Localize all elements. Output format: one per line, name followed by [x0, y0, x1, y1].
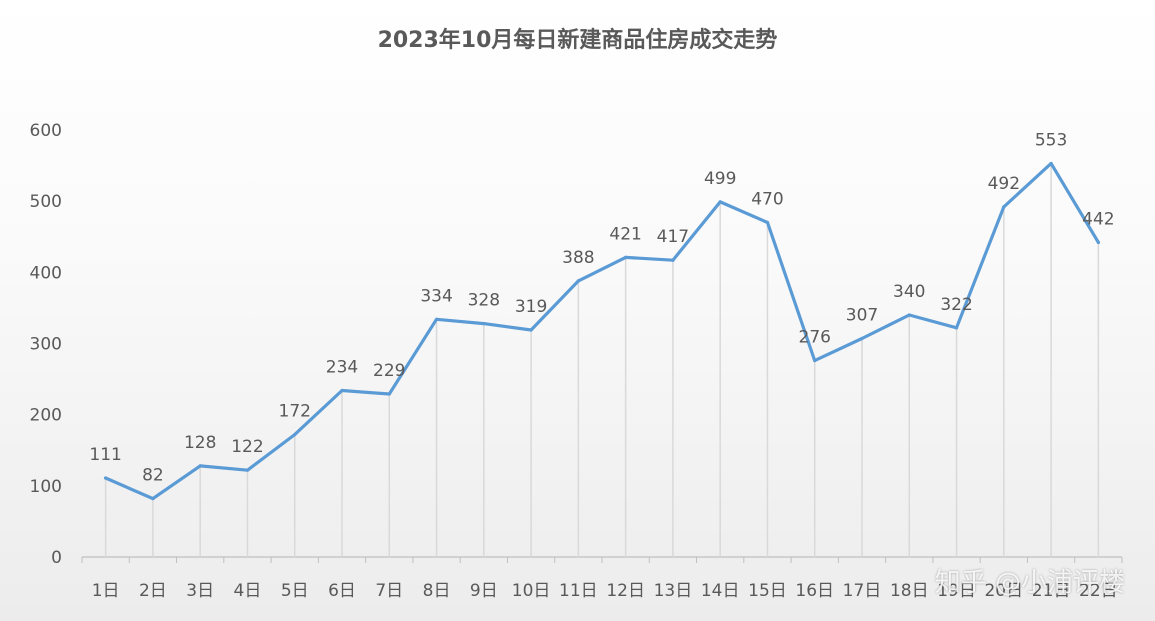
y-tick-label: 0: [51, 548, 62, 568]
series-line: [103, 161, 1101, 501]
data-point: [434, 317, 439, 321]
x-tick-label: 7日: [375, 581, 403, 601]
data-point: [576, 279, 580, 283]
data-label: 307: [846, 306, 878, 326]
data-label: 340: [893, 282, 925, 302]
x-tick-label: 14日: [701, 581, 740, 601]
data-label: 234: [326, 357, 358, 377]
x-tick-label: 18日: [890, 581, 929, 601]
data-point: [293, 432, 297, 437]
x-tick-label: 21日: [1032, 581, 1071, 601]
data-point: [813, 358, 817, 363]
x-tick-label: 10日: [512, 581, 551, 601]
data-point: [529, 328, 533, 332]
x-tick-label: 20日: [984, 581, 1023, 601]
data-label: 319: [515, 297, 547, 317]
data-label: 499: [704, 169, 736, 189]
data-point: [765, 220, 770, 225]
x-tick-label: 5日: [281, 581, 309, 601]
x-tick-label: 17日: [843, 581, 882, 601]
data-point: [907, 313, 911, 317]
x-tick-label: 2日: [139, 581, 167, 601]
x-tick-label: 1日: [92, 581, 120, 601]
x-tick-label: 4日: [234, 581, 262, 601]
y-tick-label: 100: [30, 477, 62, 497]
data-point: [104, 476, 108, 480]
data-label: 334: [420, 286, 452, 306]
data-label: 492: [988, 174, 1020, 194]
x-tick-label: 22日: [1079, 581, 1118, 601]
x-tick-label: 12日: [606, 581, 645, 601]
y-tick-label: 200: [30, 406, 62, 426]
x-tick-label: 11日: [559, 581, 598, 601]
watermark: 知乎 @小浦评楼: [934, 568, 1125, 598]
data-label: 82: [142, 466, 164, 486]
data-label: 229: [373, 361, 405, 381]
data-label: 328: [468, 291, 500, 311]
data-point: [1096, 240, 1100, 245]
data-point: [954, 326, 959, 330]
x-tick-label: 15日: [748, 581, 787, 601]
x-tick-label: 16日: [795, 581, 834, 601]
data-label: 442: [1082, 209, 1114, 229]
data-label: 417: [657, 227, 689, 247]
data-point: [1002, 205, 1006, 209]
data-label: 111: [89, 445, 121, 465]
y-tick-label: 400: [30, 263, 62, 283]
data-label: 553: [1035, 130, 1067, 150]
x-tick-label: 8日: [423, 581, 451, 601]
data-point: [482, 321, 486, 326]
data-label: 172: [279, 402, 311, 422]
data-point: [245, 468, 250, 472]
x-tick-label: 13日: [654, 581, 693, 601]
data-point: [387, 392, 391, 396]
data-label: 421: [609, 224, 641, 244]
data-point: [718, 200, 722, 204]
data-point: [198, 464, 202, 468]
x-tick-label: 3日: [186, 581, 214, 601]
y-tick-label: 600: [30, 121, 62, 141]
data-label: 122: [231, 437, 263, 457]
x-tick-label: 6日: [328, 581, 356, 601]
x-tick-label: 19日: [937, 581, 976, 601]
data-point: [624, 255, 628, 259]
data-point: [860, 336, 864, 341]
data-label: 276: [799, 328, 831, 348]
y-tick-label: 500: [30, 192, 62, 212]
chart-title: 2023年10月每日新建商品住房成交走势: [377, 28, 778, 53]
data-point: [1049, 161, 1053, 166]
data-point: [340, 388, 344, 393]
data-point: [671, 258, 675, 262]
data-point: [151, 497, 155, 501]
data-label: 322: [940, 295, 972, 315]
data-label: 470: [751, 190, 783, 210]
data-label: 128: [184, 433, 216, 453]
data-label: 388: [562, 248, 594, 268]
x-tick-label: 9日: [470, 581, 498, 601]
y-tick-label: 300: [30, 335, 62, 355]
